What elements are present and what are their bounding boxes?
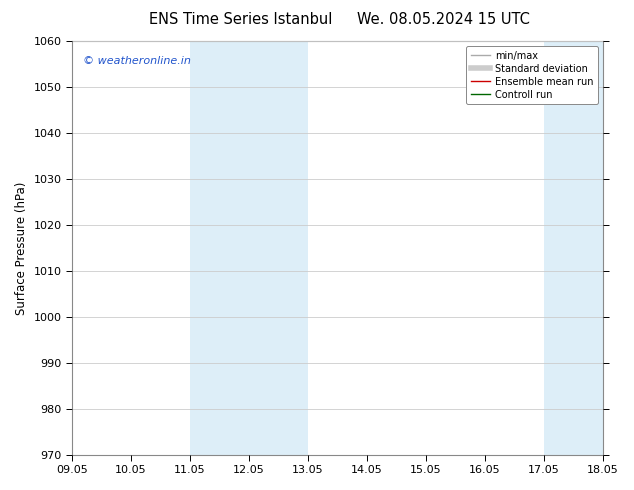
- Y-axis label: Surface Pressure (hPa): Surface Pressure (hPa): [15, 181, 28, 315]
- Bar: [544, 41, 603, 455]
- Legend: min/max, Standard deviation, Ensemble mean run, Controll run: min/max, Standard deviation, Ensemble me…: [466, 46, 598, 104]
- Text: © weatheronline.in: © weatheronline.in: [82, 55, 191, 66]
- Bar: [249, 41, 308, 455]
- Text: ENS Time Series Istanbul: ENS Time Series Istanbul: [149, 12, 333, 27]
- Text: We. 08.05.2024 15 UTC: We. 08.05.2024 15 UTC: [358, 12, 530, 27]
- Bar: [190, 41, 249, 455]
